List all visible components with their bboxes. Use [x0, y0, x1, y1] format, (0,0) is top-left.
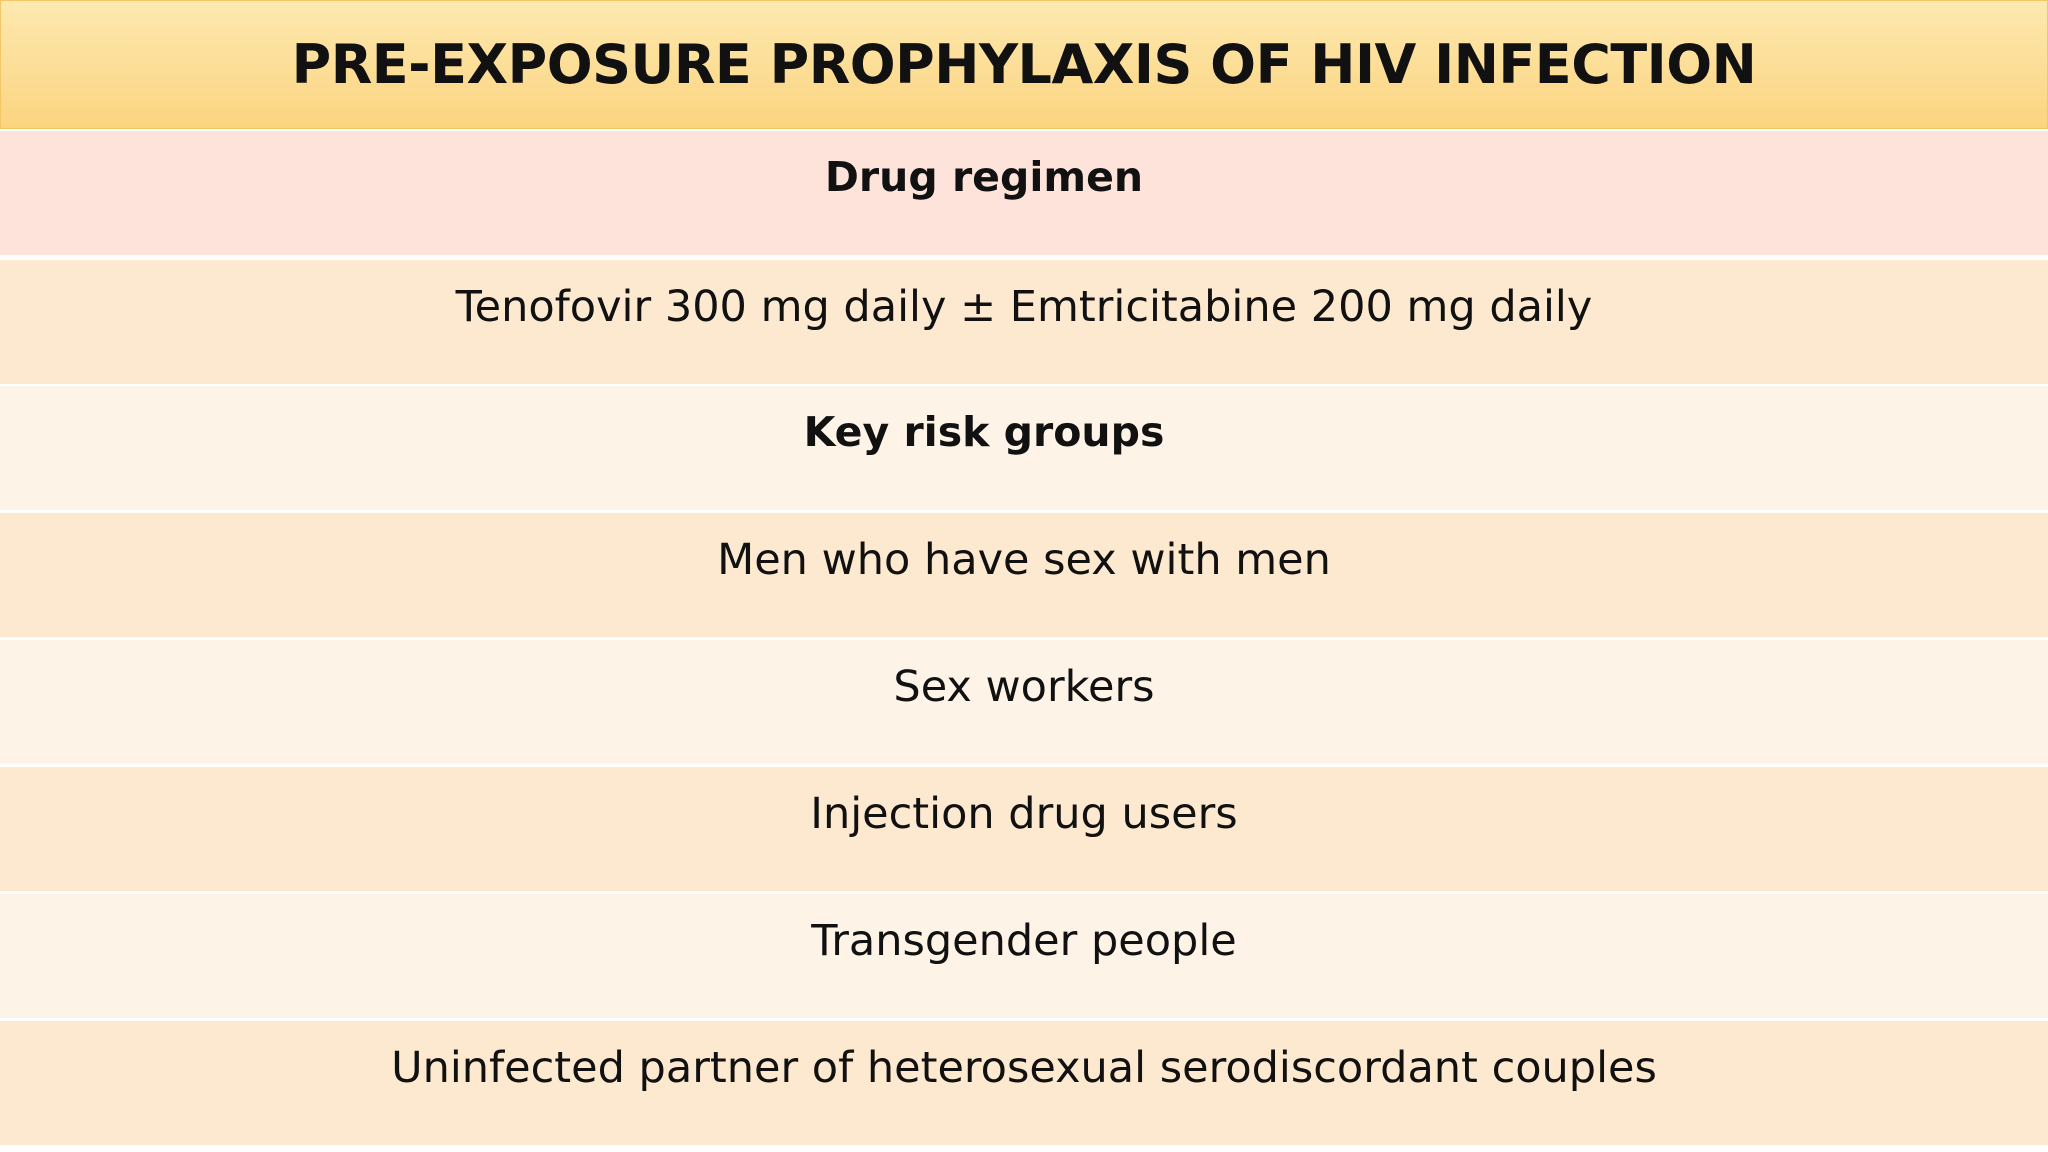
cell-text: Sex workers [893, 662, 1155, 712]
row: Sex workers [0, 640, 2048, 764]
row: Uninfected partner of heterosexual serod… [0, 1021, 2048, 1145]
row: Transgender people [0, 894, 2048, 1018]
row: Men who have sex with men [0, 513, 2048, 637]
section-header: Key risk groups [0, 386, 2048, 510]
cell-text: Transgender people [811, 916, 1237, 966]
row: Tenofovir 300 mg daily ± Emtricitabine 2… [0, 260, 2048, 384]
title: PRE-EXPOSURE PROPHYLAXIS OF HIV INFECTIO… [0, 0, 2048, 129]
row: Injection drug users [0, 767, 2048, 891]
cell-text: Drug regimen [824, 153, 1144, 201]
section-header: Drug regimen [0, 131, 2048, 255]
cell-text: Men who have sex with men [717, 535, 1331, 585]
cell-text: Key risk groups [803, 408, 1165, 456]
cell-text: Injection drug users [810, 789, 1238, 839]
cell-text: Uninfected partner of heterosexual serod… [391, 1043, 1657, 1093]
cell-text: Tenofovir 300 mg daily ± Emtricitabine 2… [455, 282, 1593, 332]
